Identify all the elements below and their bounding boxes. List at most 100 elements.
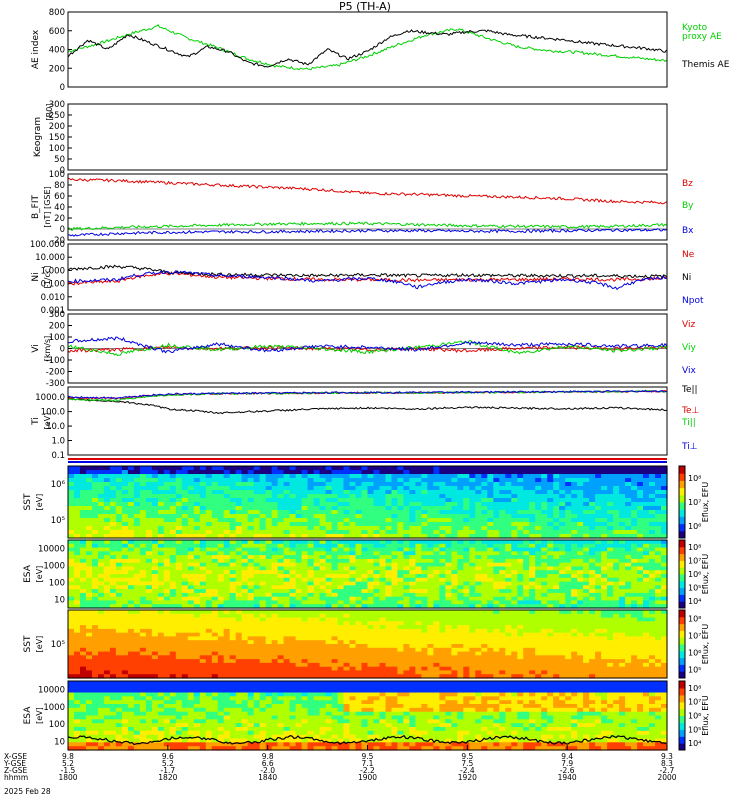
spectrogram-cell xyxy=(187,617,195,622)
spectrogram-cell xyxy=(325,636,333,641)
spectrogram-cell xyxy=(319,592,327,598)
spectrogram-cell xyxy=(253,651,261,656)
spectrogram-cell xyxy=(295,621,303,626)
spectrogram-cell xyxy=(559,514,566,519)
spectrogram-cell xyxy=(523,470,530,475)
spectrogram-cell xyxy=(313,466,321,471)
spectrogram-cell xyxy=(433,617,440,622)
spectrogram-cell xyxy=(187,543,195,549)
spectrogram-cell xyxy=(589,522,596,527)
spectrogram-cell xyxy=(325,506,333,511)
spectrogram-cell xyxy=(103,530,111,535)
ae-ytick: 400 xyxy=(49,46,65,56)
spectrogram-cell xyxy=(169,651,177,656)
spectrogram-cell xyxy=(325,547,333,552)
spectrogram-cell xyxy=(127,600,135,605)
spectrogram-cell xyxy=(433,628,440,634)
spectrogram-cell xyxy=(313,566,321,571)
spectrogram-cell xyxy=(109,613,117,619)
spectrogram-cell xyxy=(199,655,207,660)
spectrogram-cell xyxy=(517,526,524,531)
density-legend-ni: Ni xyxy=(682,273,691,283)
spectrogram-cell xyxy=(337,640,345,645)
spectrogram-cell xyxy=(295,510,303,515)
spectrogram-cell xyxy=(349,604,357,609)
spectrogram-cell xyxy=(565,518,572,523)
spectrogram-cell xyxy=(80,585,87,590)
spectrogram-cell xyxy=(115,670,123,675)
spectrogram-cell xyxy=(145,610,153,615)
spectrogram-cell xyxy=(433,613,440,619)
spectrogram-cell xyxy=(355,674,363,679)
spectrogram-cell xyxy=(265,625,273,630)
spectrogram-cell xyxy=(391,674,399,679)
spectrogram-cell xyxy=(439,547,446,552)
spectrogram-cell xyxy=(163,659,171,664)
spectrogram-cell xyxy=(145,625,153,630)
spectrogram-cell xyxy=(439,543,446,549)
spectrogram-cell xyxy=(253,478,261,483)
spectrogram-cell xyxy=(403,613,410,619)
spectrogram-cell xyxy=(547,518,554,523)
spectrogram-cell xyxy=(205,555,213,560)
spectrogram-cell xyxy=(601,585,608,590)
spectrogram-cell xyxy=(181,494,189,499)
spectrogram-cell xyxy=(271,647,279,653)
spectrogram-cell xyxy=(193,670,201,675)
spectrogram-cell xyxy=(103,486,111,491)
spectrogram-cell xyxy=(217,636,225,641)
spectrogram-cell xyxy=(529,577,536,583)
spectrogram-cell xyxy=(211,581,219,586)
spectrogram-cell xyxy=(643,543,650,549)
spectrogram-cell xyxy=(133,526,141,531)
spectrogram-cell xyxy=(169,674,177,679)
spectrogram-cell xyxy=(343,510,351,515)
spectrogram-cell xyxy=(109,514,117,519)
spectrogram-cell xyxy=(427,662,434,668)
spectrogram-cell xyxy=(535,526,542,531)
spectrogram-cell xyxy=(523,518,530,523)
spectrogram-cell xyxy=(109,651,117,656)
spectrogram-cell xyxy=(253,628,261,634)
velocity-ytick: 200 xyxy=(49,322,65,332)
spectrogram-cell xyxy=(343,644,351,649)
spectrogram-cell xyxy=(223,466,231,471)
spectrogram-cell xyxy=(481,543,488,549)
spectrogram-cell xyxy=(433,659,440,664)
spectrogram-cell xyxy=(505,470,512,475)
spectrogram-cell xyxy=(337,636,345,641)
spectrogram-cell xyxy=(313,600,321,605)
esa-i-ytick: 10000 xyxy=(38,545,65,555)
spectrogram-cell xyxy=(151,555,159,560)
spectrogram-cell xyxy=(499,543,506,549)
spectrogram-cell xyxy=(385,522,393,527)
spectrogram-cell xyxy=(86,490,93,495)
spectrogram-cell xyxy=(421,604,428,609)
colorbar-cell xyxy=(679,494,685,499)
spectrogram-cell xyxy=(343,498,351,503)
spectrogram-cell xyxy=(427,651,434,656)
spectrogram-cell xyxy=(343,558,351,564)
spectrogram-cell xyxy=(181,502,189,507)
spectrogram-cell xyxy=(601,478,608,483)
spectrogram-cell xyxy=(205,466,213,471)
spectrogram-cell xyxy=(157,534,165,539)
spectrogram-cell xyxy=(283,585,291,590)
spectrogram-cell xyxy=(74,510,81,515)
spectrogram-cell xyxy=(313,534,321,539)
spectrogram-cell xyxy=(505,547,512,552)
spectrogram-cell xyxy=(661,514,668,519)
spectrogram-cell xyxy=(247,674,255,679)
spectrogram-cell xyxy=(313,558,321,564)
spectrogram-cell xyxy=(187,478,195,483)
spectrogram-cell xyxy=(325,585,333,590)
spectrogram-cell xyxy=(205,625,213,630)
spectrogram-cell xyxy=(271,526,279,531)
spectrogram-cell xyxy=(319,574,327,579)
spectrogram-cell xyxy=(661,470,668,475)
spectrogram-cell xyxy=(331,502,339,507)
spectrogram-cell xyxy=(469,577,476,583)
spectrogram-cell xyxy=(601,498,608,503)
spectrogram-cell xyxy=(493,510,500,515)
spectrogram-cell xyxy=(151,530,159,535)
